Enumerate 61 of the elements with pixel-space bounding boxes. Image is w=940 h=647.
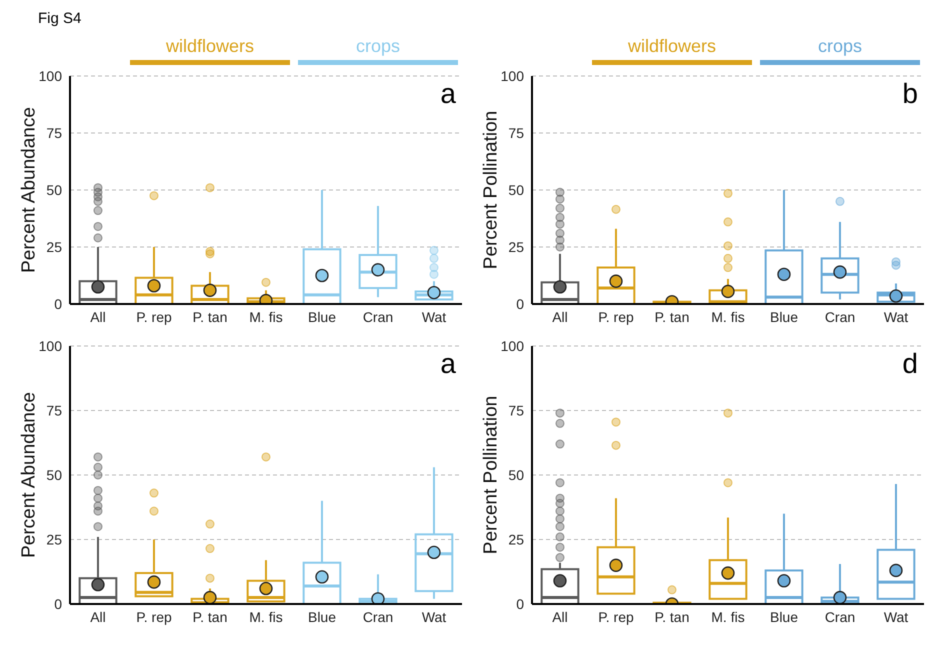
x-tick-label: All (552, 308, 568, 325)
y-tick-label: 25 (508, 531, 524, 548)
y-tick-label: 75 (508, 402, 524, 418)
x-tick-label: Blue (308, 608, 336, 625)
y-axis-title: Percent Abundance (18, 392, 40, 558)
y-axis-title: Percent Pollination (480, 396, 502, 554)
y-tick-label: 0 (516, 296, 524, 312)
text: wildflowers (626, 36, 718, 57)
x-tick-label: All (552, 608, 568, 625)
x-tick-label: P. tan (654, 308, 690, 325)
x-tick-label: Wat (422, 308, 446, 325)
y-tick-label: 25 (46, 531, 62, 548)
text: wildflowers (164, 36, 256, 57)
y-tick-label: 50 (508, 182, 524, 198)
y-tick-label: 75 (46, 402, 62, 418)
x-tick-label: M. fis (711, 308, 745, 325)
y-tick-label: 25 (508, 238, 524, 255)
chart-title: Fig S4 (38, 10, 82, 27)
x-tick-label: Wat (884, 308, 908, 325)
x-tick-label: Cran (824, 308, 856, 325)
x-tick-label: P. rep (598, 608, 634, 625)
y-tick-label: 0 (54, 296, 62, 312)
y-tick-label: 25 (46, 238, 62, 255)
x-tick-label: P. tan (192, 608, 228, 625)
text: crops (816, 36, 863, 57)
x-tick-label: Cran (362, 308, 394, 325)
y-tick-label: 0 (516, 596, 524, 612)
y-tick-label: 50 (508, 466, 524, 483)
annotation: b (902, 78, 918, 110)
x-tick-label: M. fis (711, 608, 745, 625)
y-tick-label: 50 (46, 182, 62, 198)
x-tick-label: P. tan (192, 308, 228, 325)
x-tick-label: Cran (824, 608, 856, 625)
y-tick-label: 0 (54, 596, 62, 612)
annotation: d (902, 348, 918, 380)
x-tick-label: P. rep (598, 308, 634, 325)
x-tick-label: All (90, 308, 106, 325)
annotation: a (440, 348, 456, 380)
x-tick-label: M. fis (249, 608, 283, 625)
y-tick-label: 100 (500, 338, 524, 354)
annotation: a (440, 78, 456, 110)
y-axis-title: Percent Pollination (480, 110, 502, 270)
y-tick-label: 100 (38, 68, 62, 84)
y-tick-label: 75 (508, 124, 524, 141)
y-tick-label: 50 (46, 466, 62, 483)
x-tick-label: Blue (308, 308, 336, 325)
x-tick-label: Blue (770, 608, 798, 625)
x-tick-label: All (90, 608, 106, 625)
y-tick-label: 100 (500, 68, 524, 84)
text: crops (354, 36, 401, 57)
x-tick-label: Wat (422, 608, 446, 625)
y-tick-label: 100 (38, 338, 62, 354)
x-tick-label: P. tan (654, 608, 690, 625)
y-axis-title: Percent Abundance (18, 107, 40, 273)
x-tick-label: P. rep (136, 308, 172, 325)
x-tick-label: P. rep (136, 608, 172, 625)
x-tick-label: Blue (770, 308, 798, 325)
x-tick-label: M. fis (249, 308, 283, 325)
y-tick-label: 75 (46, 124, 62, 141)
x-tick-label: Wat (884, 608, 908, 625)
x-tick-label: Cran (362, 608, 394, 625)
